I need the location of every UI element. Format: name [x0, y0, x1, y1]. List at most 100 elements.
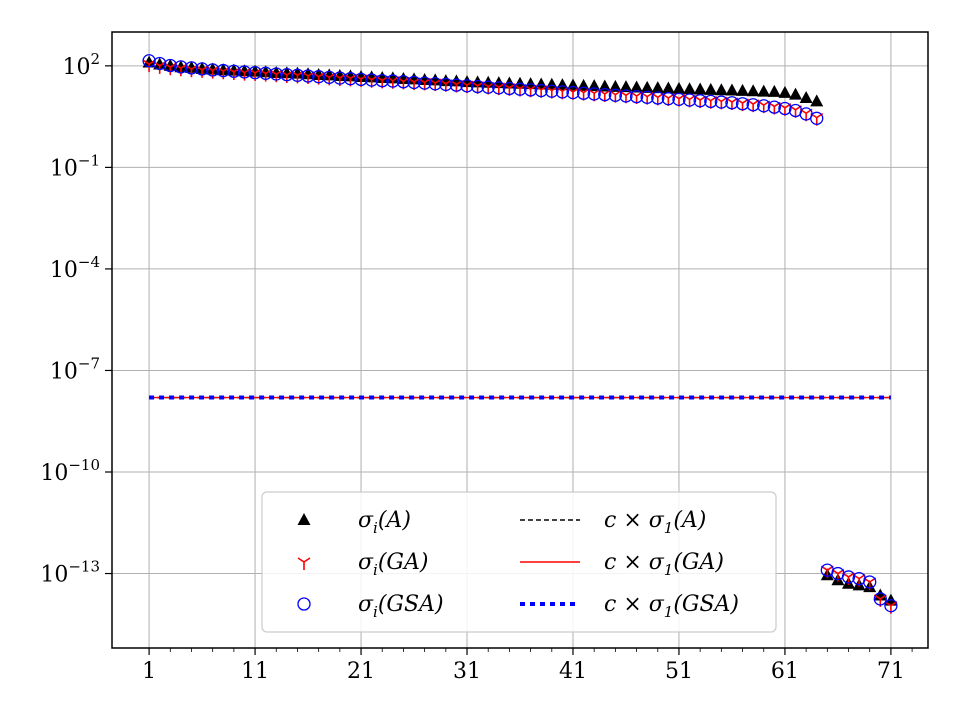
- data-point: [619, 80, 633, 93]
- data-point: [237, 65, 252, 79]
- data-point: [810, 94, 824, 107]
- data-point: [195, 62, 209, 76]
- data-point: [693, 82, 707, 95]
- data-point: [439, 77, 453, 92]
- data-point: [237, 64, 251, 77]
- legend-marker: [297, 597, 311, 611]
- data-point: [513, 82, 527, 96]
- data-point: [608, 79, 622, 92]
- y-tick-label: 10−4: [50, 253, 100, 283]
- data-point: [142, 55, 156, 68]
- data-point: [651, 81, 665, 94]
- data-point: [333, 71, 347, 85]
- data-point: [407, 75, 421, 90]
- legend: σi(A) σi(GA) σi(GSA) c × σ1(A) c × σ1(GA) c ×…: [261, 491, 777, 633]
- legend-label: σi(A): [358, 508, 411, 537]
- legend-marker: [297, 513, 311, 525]
- x-tick-label: 61: [771, 659, 799, 684]
- data-point: [725, 83, 739, 96]
- data-point: [746, 84, 760, 97]
- y-tick-label: 10−1: [50, 151, 100, 181]
- data-point: [248, 65, 262, 80]
- x-tick-label: 21: [347, 659, 375, 684]
- data-point: [153, 56, 167, 71]
- data-point: [206, 63, 220, 77]
- y-axis-ticks: 102 10−1 10−4 10−7 10−10 10−13: [40, 50, 112, 588]
- plot-frame: [111, 31, 929, 649]
- data-point: [789, 87, 803, 100]
- data-point: [417, 76, 432, 90]
- data-point: [672, 92, 686, 107]
- x-tick-label: 1: [142, 659, 156, 684]
- data-point: [407, 72, 421, 85]
- data-point: [259, 65, 273, 78]
- data-point: [195, 61, 209, 74]
- data-point: [767, 84, 781, 97]
- data-point: [269, 65, 283, 78]
- data-point: [629, 89, 644, 104]
- data-point: [396, 75, 411, 89]
- data-point: [280, 67, 294, 82]
- data-point: [354, 70, 368, 83]
- data-point: [661, 92, 676, 106]
- data-point: [682, 93, 697, 107]
- data-point: [364, 73, 379, 87]
- legend-marker: [297, 557, 311, 570]
- data-point: [428, 77, 442, 91]
- data-point: [767, 100, 781, 114]
- data-point: [227, 64, 241, 78]
- data-point: [873, 592, 887, 606]
- data-point: [280, 66, 294, 79]
- x-tick-label: 71: [877, 659, 905, 684]
- legend-label: σi(GA): [358, 550, 428, 579]
- data-point: [757, 99, 771, 113]
- y-tick-label: 10−7: [50, 354, 100, 384]
- data-point: [884, 599, 898, 613]
- x-axis-ticks: 1 11 21 31 41 51 61 71: [142, 648, 913, 684]
- data-point: [704, 82, 718, 95]
- data-point: [746, 98, 760, 112]
- data-point: [651, 91, 665, 105]
- data-point: [502, 81, 517, 96]
- data-point: [672, 81, 686, 94]
- legend-label: c × σ1(GA): [604, 550, 724, 579]
- data-point: [735, 97, 750, 111]
- y-tick-label: 102: [62, 50, 100, 80]
- data-point: [312, 67, 326, 80]
- data-point: [418, 73, 432, 86]
- data-point: [354, 72, 368, 87]
- data-point: [683, 82, 697, 95]
- data-point: [206, 62, 220, 75]
- data-point: [142, 54, 156, 68]
- data-point: [174, 60, 188, 73]
- data-point: [492, 81, 506, 95]
- data-point: [661, 81, 675, 94]
- data-point: [375, 71, 389, 84]
- data-point: [174, 60, 188, 74]
- data-point: [598, 79, 612, 92]
- data-point: [322, 68, 336, 81]
- data-point: [640, 80, 654, 93]
- data-point: [587, 87, 601, 101]
- data-point: [598, 87, 612, 102]
- data-point: [576, 86, 591, 100]
- data-point: [714, 83, 728, 96]
- data-point: [460, 79, 474, 93]
- data-point: [714, 95, 729, 109]
- data-point: [301, 67, 315, 80]
- data-point: [343, 72, 358, 86]
- x-tick-label: 51: [665, 659, 693, 684]
- data-point: [693, 94, 707, 108]
- data-point: [619, 89, 633, 103]
- data-point: [545, 84, 559, 98]
- data-point: [449, 74, 463, 87]
- data-point: [810, 111, 824, 125]
- data-point: [290, 66, 304, 79]
- data-point: [523, 83, 538, 97]
- legend-label: c × σ1(GSA): [604, 592, 739, 621]
- legend-label: c × σ1(A): [604, 508, 706, 537]
- data-point: [449, 78, 464, 92]
- data-point: [725, 96, 739, 110]
- data-point: [333, 69, 347, 81]
- data-point: [428, 73, 442, 86]
